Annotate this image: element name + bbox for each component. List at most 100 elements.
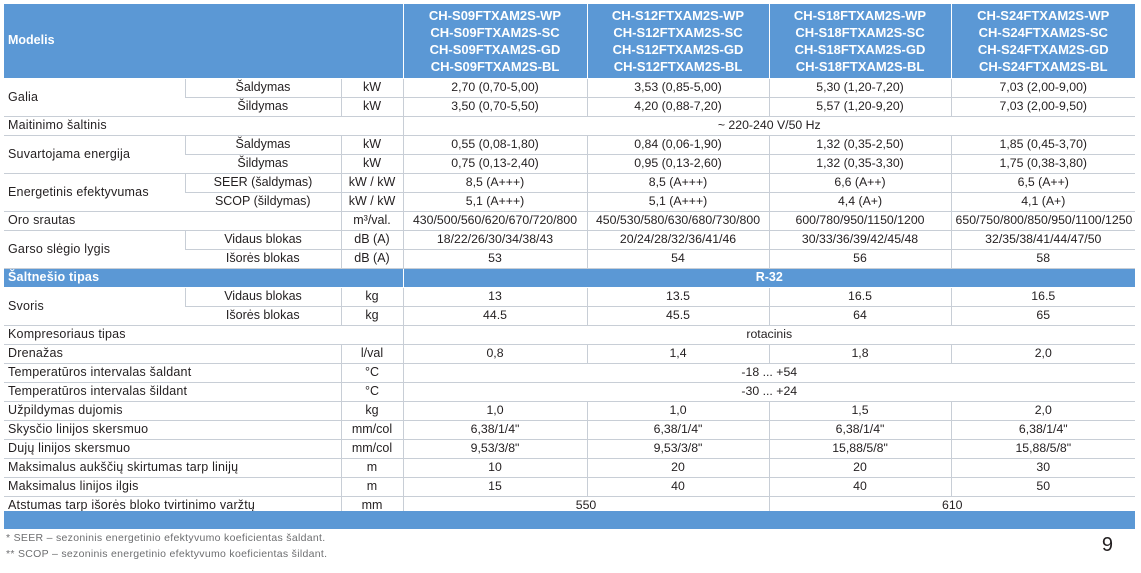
- cell: 4,20 (0,88-7,20): [586, 97, 770, 117]
- cell: 6,5 (A++): [950, 173, 1136, 193]
- cell: 5,57 (1,20-9,20): [768, 97, 952, 117]
- cell: 6,38/1/4": [402, 420, 588, 440]
- cell: 7,03 (2,00-9,50): [950, 97, 1136, 117]
- cell: 5,1 (A+++): [402, 192, 588, 212]
- model-col-4: CH-S24FTXAM2S-WP CH-S24FTXAM2S-SC CH-S24FT…: [950, 4, 1136, 79]
- row-label: Garso slėgio lygis: [4, 230, 185, 269]
- cell: 44.5: [402, 306, 588, 326]
- row-unit: mm/col: [340, 439, 404, 459]
- row-label: Maitinimo šaltinis: [4, 116, 404, 136]
- row-label: Užpildymas dujomis: [4, 401, 341, 421]
- cell: 10: [402, 458, 588, 478]
- cell: 1,5: [768, 401, 952, 421]
- row-unit: m: [340, 477, 404, 497]
- table-row: Maksimalus aukščių skirtumas tarp linijų…: [4, 458, 1136, 478]
- cell: 15: [402, 477, 588, 497]
- cell: 30/33/36/39/42/45/48: [768, 230, 952, 250]
- row-unit: kg: [340, 287, 404, 307]
- row-unit: kW / kW: [340, 173, 404, 193]
- row-unit: kW / kW: [340, 192, 404, 212]
- row-label: Drenažas: [4, 344, 341, 364]
- cell: 20: [586, 458, 770, 478]
- cell: 1,0: [586, 401, 770, 421]
- cell: 18/22/26/30/34/38/43: [402, 230, 588, 250]
- table-row: SCOP (šildymas) kW / kW 5,1 (A+++) 5,1 (…: [4, 192, 1136, 212]
- table-row: Maksimalus linijos ilgis m 15 40 40 50: [4, 477, 1136, 497]
- table-row: Šildymas kW 3,50 (0,70-5,50) 4,20 (0,88-…: [4, 97, 1136, 117]
- row-sublabel: Išorės blokas: [185, 249, 341, 269]
- table-row: Dujų linijos skersmuo mm/col 9,53/3/8" 9…: [4, 439, 1136, 459]
- cell: 16.5: [768, 287, 952, 307]
- table-row: Galia Šaldymas kW 2,70 (0,70-5,00) 3,53 …: [4, 78, 1136, 117]
- model-col-1: CH-S09FTXAM2S-WP CH-S09FTXAM2S-SC CH-S09FT…: [402, 4, 588, 79]
- cell: 650/750/800/850/950/1100/1250: [950, 211, 1136, 231]
- cell: 2,0: [950, 344, 1136, 364]
- table-row: Išorės blokas dB (A) 53 54 56 58: [4, 249, 1136, 269]
- cell: 50: [950, 477, 1136, 497]
- row-sublabel: Šildymas: [185, 97, 341, 117]
- table-row: Atstumas tarp išorės bloko tvirtinimo va…: [4, 496, 1136, 516]
- row-label: Temperatūros intervalas šaldant: [4, 363, 341, 383]
- cell: 8,5 (A+++): [586, 173, 770, 193]
- cell: -18 ... +54: [402, 363, 1136, 383]
- cell: 1,32 (0,35-2,50): [768, 135, 952, 155]
- row-unit: m³/val.: [340, 211, 404, 231]
- cell: 0,55 (0,08-1,80): [402, 135, 588, 155]
- cell: 6,38/1/4": [768, 420, 952, 440]
- row-unit: kg: [340, 401, 404, 421]
- cell: 1,0: [402, 401, 588, 421]
- table-row: Užpildymas dujomis kg 1,0 1,0 1,5 2,0: [4, 401, 1136, 421]
- bottom-bar: [4, 511, 1135, 529]
- row-label: Šaltnešio tipas: [4, 268, 404, 288]
- footnote-scop: ** SCOP – sezoninis energetinio efektyvu…: [6, 548, 328, 560]
- row-sublabel: Vidaus blokas: [184, 230, 341, 250]
- table-row: Kompresoriaus tipas rotacinis: [4, 325, 1136, 345]
- cell: 550: [402, 496, 770, 516]
- cell: 40: [586, 477, 770, 497]
- row-unit: dB (A): [340, 230, 404, 250]
- cell: 13.5: [586, 287, 770, 307]
- table-row: Drenažas l/val 0,8 1,4 1,8 2,0: [4, 344, 1136, 364]
- row-label: Kompresoriaus tipas: [4, 325, 404, 345]
- row-label: Oro srautas: [4, 211, 341, 231]
- table-row: Svoris Vidaus blokas kg 13 13.5 16.5 16.…: [4, 287, 1136, 326]
- cell: 64: [768, 306, 952, 326]
- table-row: Temperatūros intervalas šildant °C -30 .…: [4, 382, 1136, 402]
- cell: 0,8: [402, 344, 588, 364]
- row-unit: kW: [340, 154, 404, 174]
- cell: 6,6 (A++): [768, 173, 952, 193]
- table-row: Suvartojama energija Šaldymas kW 0,55 (0…: [4, 135, 1136, 174]
- table-row: Garso slėgio lygis Vidaus blokas dB (A) …: [4, 230, 1136, 269]
- cell: 15,88/5/8": [950, 439, 1136, 459]
- cell: 9,53/3/8": [402, 439, 588, 459]
- row-label: Skysčio linijos skersmuo: [4, 420, 341, 440]
- cell: 3,50 (0,70-5,50): [402, 97, 588, 117]
- cell: -30 ... +24: [402, 382, 1136, 402]
- cell: 0,84 (0,06-1,90): [586, 135, 770, 155]
- cell: 58: [950, 249, 1136, 269]
- row-label: Dujų linijos skersmuo: [4, 439, 341, 459]
- row-unit: dB (A): [340, 249, 404, 269]
- footnote-seer: * SEER – sezoninis energetinio efektyvum…: [6, 532, 326, 544]
- cell: 40: [768, 477, 952, 497]
- table-row: Energetinis efektyvumas SEER (šaldymas) …: [4, 173, 1136, 212]
- cell: 32/35/38/41/44/47/50: [950, 230, 1136, 250]
- cell: 9,53/3/8": [586, 439, 770, 459]
- row-unit: kW: [340, 78, 404, 98]
- row-sublabel: Šaldymas: [184, 78, 341, 98]
- model-col-3: CH-S18FTXAM2S-WP CH-S18FTXAM2S-SC CH-S18FT…: [768, 4, 952, 79]
- cell: 600/780/950/1150/1200: [768, 211, 952, 231]
- row-sublabel: Išorės blokas: [185, 306, 341, 326]
- row-unit: °C: [340, 363, 404, 383]
- modelis-label: Modelis: [4, 4, 404, 79]
- cell: R-32: [402, 268, 1136, 288]
- cell: 5,1 (A+++): [586, 192, 770, 212]
- cell: 450/530/580/630/680/730/800: [586, 211, 770, 231]
- cell: 1,32 (0,35-3,30): [768, 154, 952, 174]
- cell: rotacinis: [402, 325, 1136, 345]
- row-unit: l/val: [340, 344, 404, 364]
- row-label: Suvartojama energija: [4, 135, 185, 174]
- cell: 3,53 (0,85-5,00): [586, 78, 770, 98]
- cell: 2,0: [950, 401, 1136, 421]
- cell: 1,85 (0,45-3,70): [950, 135, 1136, 155]
